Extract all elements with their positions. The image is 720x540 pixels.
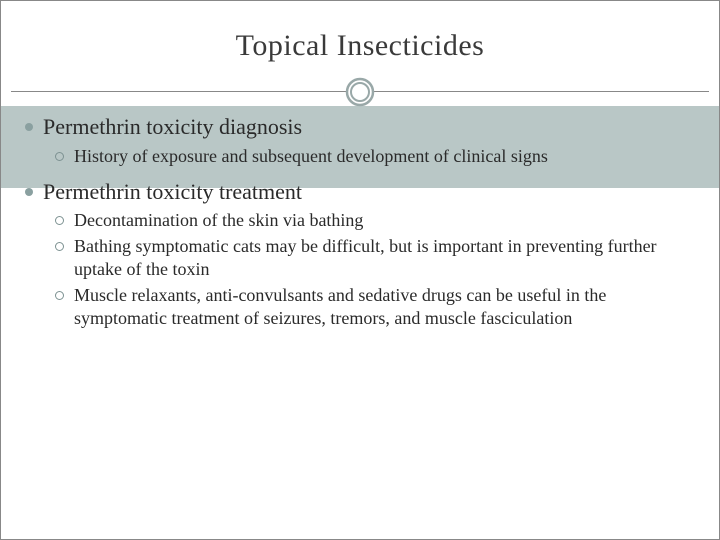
ring-icon [345, 77, 375, 107]
item-text: Muscle relaxants, anti-convulsants and s… [74, 284, 695, 331]
bullet-solid-icon [25, 123, 33, 131]
list-item: Bathing symptomatic cats may be difficul… [55, 235, 695, 282]
heading-text: Permethrin toxicity diagnosis [43, 113, 302, 141]
bullet-hollow-icon [55, 242, 64, 251]
bullet-solid-icon [25, 188, 33, 196]
item-text: History of exposure and subsequent devel… [74, 145, 548, 168]
heading-text: Permethrin toxicity treatment [43, 178, 302, 206]
spacer [25, 170, 695, 178]
slide-title: Topical Insecticides [236, 29, 485, 63]
bullet-hollow-icon [55, 152, 64, 161]
slide: Topical Insecticides Permethrin toxicity… [0, 0, 720, 540]
item-text: Decontamination of the skin via bathing [74, 209, 363, 232]
list-item: History of exposure and subsequent devel… [55, 145, 695, 168]
bullet-hollow-icon [55, 216, 64, 225]
section-heading: Permethrin toxicity treatment [25, 178, 695, 206]
content: Permethrin toxicity diagnosis History of… [25, 113, 695, 521]
list-item: Decontamination of the skin via bathing [55, 209, 695, 232]
item-text: Bathing symptomatic cats may be difficul… [74, 235, 695, 282]
bullet-hollow-icon [55, 291, 64, 300]
section-heading: Permethrin toxicity diagnosis [25, 113, 695, 141]
list-item: Muscle relaxants, anti-convulsants and s… [55, 284, 695, 331]
